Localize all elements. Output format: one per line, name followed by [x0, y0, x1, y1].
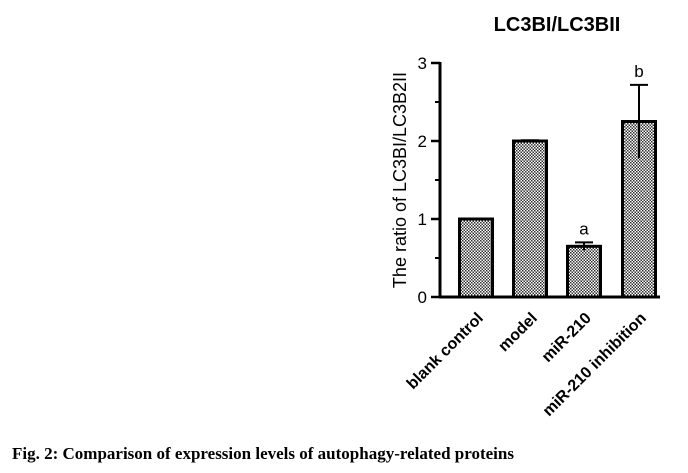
chart-title: LC3BI/LC3BII: [494, 14, 621, 36]
y-tick-label: 1: [418, 210, 427, 229]
bar: [458, 217, 494, 299]
bar: [512, 139, 548, 299]
x-tick-label: blank control: [404, 310, 487, 393]
bar: [566, 244, 602, 299]
x-tick-label: model: [495, 310, 540, 355]
y-tick-label: 3: [418, 54, 427, 73]
y-tick-label: 0: [418, 288, 427, 307]
figure-caption: Fig. 2: Comparison of expression levels …: [12, 444, 514, 463]
y-tick-label: 2: [418, 132, 427, 151]
bar: [621, 120, 657, 299]
y-axis-label: The ratio of LC3BI/LC3B2II: [390, 72, 410, 288]
significance-label: a: [579, 219, 589, 238]
x-tick-label: miR-210 inhibition: [540, 310, 650, 420]
x-tick-label: miR-210: [539, 310, 595, 366]
significance-label: b: [634, 62, 643, 81]
